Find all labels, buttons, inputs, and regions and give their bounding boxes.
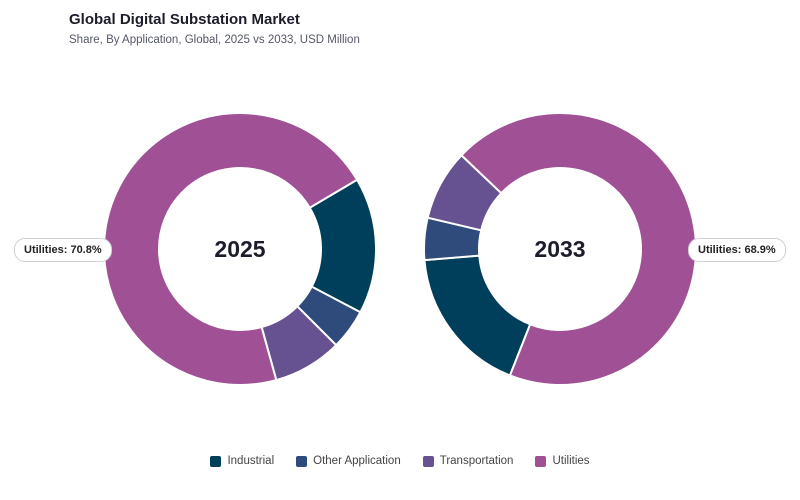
- legend-label-other-application: Other Application: [313, 455, 401, 467]
- legend-item-industrial[interactable]: Industrial: [210, 455, 274, 467]
- chart-title: Global Digital Substation Market: [69, 11, 300, 28]
- slice-2025-utilities[interactable]: [103, 112, 359, 386]
- legend-label-transportation: Transportation: [439, 455, 514, 467]
- legend-swatch-transportation: [422, 455, 434, 467]
- slice-2033-industrial[interactable]: [423, 254, 532, 377]
- legend-item-other-application[interactable]: Other Application: [296, 455, 401, 467]
- legend-item-utilities[interactable]: Utilities: [535, 455, 590, 467]
- slice-2033-utilities[interactable]: [460, 112, 697, 386]
- center-label-2025: 2025: [214, 236, 265, 262]
- chart-subtitle: Share, By Application, Global, 2025 vs 2…: [69, 34, 360, 46]
- legend-item-transportation[interactable]: Transportation: [422, 455, 514, 467]
- legend: Industrial Other Application Transportat…: [0, 455, 800, 467]
- utilities-2025-callout: Utilities: 70.8%: [14, 238, 112, 262]
- utilities-2033-callout: Utilities: 68.9%: [688, 238, 786, 262]
- legend-swatch-industrial: [210, 455, 222, 467]
- legend-swatch-utilities: [535, 455, 547, 467]
- legend-label-industrial: Industrial: [227, 455, 275, 467]
- legend-swatch-other-application: [296, 455, 308, 467]
- center-label-2033: 2033: [534, 236, 585, 262]
- legend-label-utilities: Utilities: [552, 455, 590, 467]
